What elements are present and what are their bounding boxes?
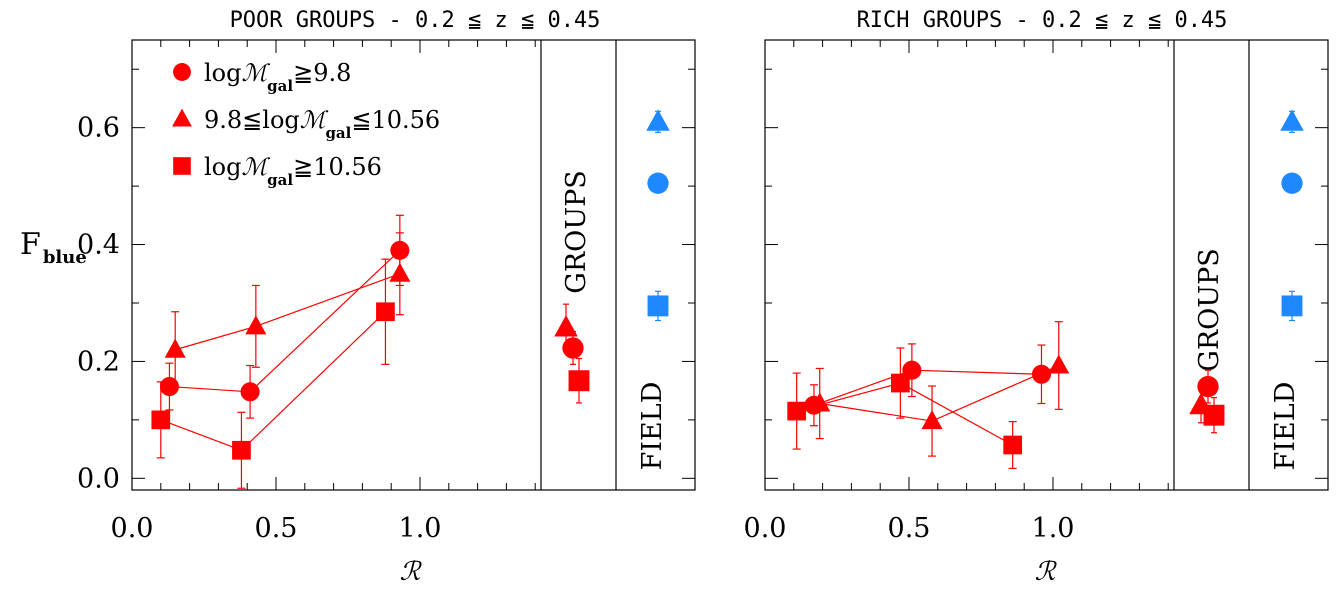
groups-region-label: GROUPS [1194, 248, 1225, 371]
triangle-marker [1280, 109, 1304, 130]
field-region-label: FIELD [637, 382, 668, 471]
square-marker [1204, 405, 1225, 426]
circle-marker [160, 377, 179, 396]
triangle-marker [1048, 354, 1069, 373]
series-line [161, 312, 386, 451]
x-tick-label: 1.0 [399, 513, 442, 544]
legend-label: logℳgal≧10.56 [204, 153, 382, 189]
panel-title: POOR GROUPS - 0.2 ≦ z ≦ 0.45 [230, 8, 601, 33]
y-tick-label: 0.2 [77, 346, 120, 377]
triangle-marker [646, 109, 670, 130]
y-tick-label: 0.0 [77, 463, 120, 494]
series-line [175, 274, 400, 350]
data-marks [787, 109, 1303, 468]
square-marker [891, 374, 910, 393]
triangle-marker [172, 109, 192, 127]
rich-groups-panel: RICH GROUPS - 0.2 ≦ z ≦ 0.45 GROUPS FIEL… [744, 8, 1328, 587]
triangle-marker [554, 315, 578, 336]
triangle-marker [389, 263, 410, 282]
legend: logℳgal≧9.8 9.8≦logℳgal≦10.56 logℳgal≧10.5… [172, 59, 440, 189]
circle-marker [647, 173, 668, 194]
triangle-marker [245, 315, 266, 334]
y-tick-label: 0.6 [77, 113, 120, 144]
x-tick-label: 1.0 [1032, 513, 1075, 544]
x-tick-label: 0.5 [888, 513, 931, 544]
square-marker [787, 402, 806, 421]
square-marker [151, 411, 170, 430]
square-marker [173, 157, 191, 175]
axis-ticks: 0.0 0.5 1.0 [744, 40, 1328, 544]
x-tick-label: 0.5 [255, 513, 298, 544]
square-marker [648, 295, 669, 316]
panel-title: RICH GROUPS - 0.2 ≦ z ≦ 0.45 [857, 8, 1228, 33]
legend-label: 9.8≦logℳgal≦10.56 [204, 106, 440, 142]
series-line [169, 250, 399, 391]
circle-marker [1281, 173, 1302, 194]
legend-label: logℳgal≧9.8 [204, 59, 351, 95]
circle-marker [241, 382, 260, 401]
square-marker [1003, 436, 1022, 455]
x-axis-label: ℛ [1035, 557, 1058, 587]
x-tick-label: 0.0 [111, 513, 154, 544]
circle-marker [1032, 365, 1051, 384]
square-marker [232, 441, 251, 460]
square-marker [1282, 295, 1303, 316]
square-marker [376, 302, 395, 321]
circle-marker [173, 63, 191, 81]
x-tick-label: 0.0 [744, 513, 787, 544]
x-axis-label: ℛ [400, 557, 423, 587]
poor-groups-panel: POOR GROUPS - 0.2 ≦ z ≦ 0.45 GROUPS FIEL… [20, 8, 695, 587]
groups-region-label: GROUPS [561, 170, 592, 293]
field-region-label: FIELD [1270, 382, 1301, 471]
plot-frame [765, 40, 1328, 490]
square-marker [569, 370, 590, 391]
